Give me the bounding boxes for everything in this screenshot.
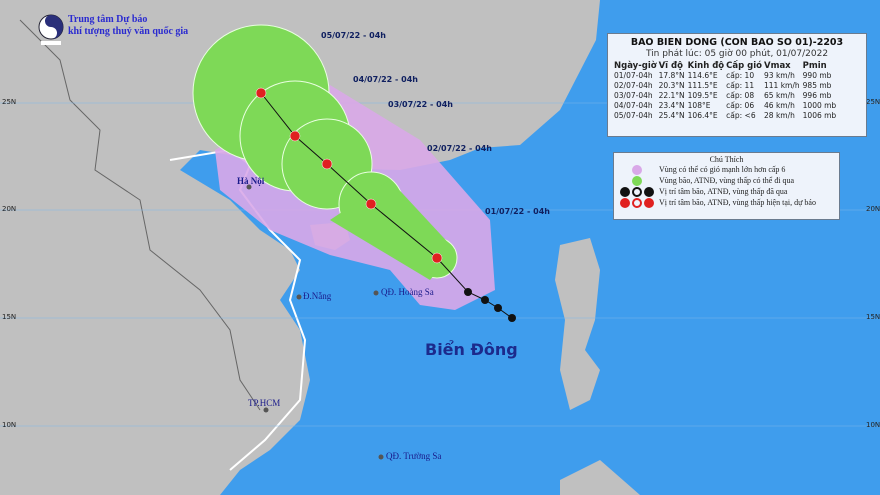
forecast-position-marker xyxy=(255,87,267,99)
table-cell: 65 km/h xyxy=(764,91,795,100)
table-row: 01/07-04h 17.8°N 114.6°E cấp: 10 93 km/h 990 … xyxy=(614,71,839,81)
lat-label-right: 10N xyxy=(866,421,880,429)
forecast-table: Ngày-giờ Vĩ độ Kinh độ Cấp gió Vmax Pmin… xyxy=(614,61,839,121)
col-header: Pmin xyxy=(802,61,827,71)
agency-logo: Trung tâm Dự báo khí tượng thuỷ văn quốc … xyxy=(38,14,188,46)
table-cell: 990 mb xyxy=(802,71,832,80)
table-cell: 17.8°N xyxy=(658,71,685,80)
lat-label-right: 15N xyxy=(866,313,880,321)
place-hoang-sa: QĐ. Hoàng Sa xyxy=(381,287,434,297)
date-label-02: 02/07/22 - 04h xyxy=(427,144,492,153)
date-label-03: 03/07/22 - 04h xyxy=(388,100,453,109)
table-cell: cấp: <6 xyxy=(726,111,756,120)
storm-info-panel: BAO BIEN DONG (CON BAO SO 01)-2203 Tin p… xyxy=(607,33,867,137)
purple-dot-icon xyxy=(631,164,642,175)
table-cell: 1006 mb xyxy=(802,111,837,120)
storm-title: BAO BIEN DONG (CON BAO SO 01)-2203 xyxy=(630,37,844,48)
lat-label-right: 20N xyxy=(866,205,880,213)
issued-time: Tin phát lúc: 05 giờ 00 phút, 01/07/2022 xyxy=(645,49,829,59)
date-label-05: 05/07/22 - 04h xyxy=(321,31,386,40)
table-cell: 985 mb xyxy=(802,81,832,90)
lat-label-left: 20N xyxy=(2,205,17,213)
past-position-marker xyxy=(508,314,516,322)
table-cell: 02/07-04h xyxy=(614,81,653,90)
land-north xyxy=(0,0,600,495)
table-cell: 46 km/h xyxy=(764,101,795,110)
lat-label-left: 25N xyxy=(2,98,17,106)
table-row: 02/07-04h 20.3°N 111.5°E cấp: 11 111 km/h 985… xyxy=(614,81,839,91)
table-cell: 28 km/h xyxy=(764,111,795,120)
table-cell: 106.4°E xyxy=(687,111,718,120)
past-storm-icons xyxy=(614,186,659,197)
land-borneo xyxy=(560,460,640,495)
col-header: Cấp gió xyxy=(726,61,763,71)
org-name-line1: Trung tâm Dự báo xyxy=(68,14,148,25)
lat-label-right: 25N xyxy=(866,98,880,106)
table-cell: 04/07-04h xyxy=(614,101,653,110)
legend-panel: Chú Thích Vùng có thể có gió mạnh lớn hơ… xyxy=(613,152,840,220)
current-position-marker xyxy=(431,252,443,264)
org-name-line2: khí tượng thuỷ văn quốc gia xyxy=(68,26,189,37)
table-header: Ngày-giờ Vĩ độ Kinh độ Cấp gió Vmax Pmin xyxy=(614,61,839,71)
date-label-04: 04/07/22 - 04h xyxy=(353,75,418,84)
date-label-01: 01/07/22 - 04h xyxy=(485,207,550,216)
legend-title: Chú Thích xyxy=(709,155,744,164)
col-header: Vmax xyxy=(764,61,791,71)
col-header: Ngày-giờ xyxy=(614,61,657,71)
table-row: 04/07-04h 23.4°N 108°E cấp: 06 46 km/h 1000 m… xyxy=(614,101,839,111)
table-row: 05/07-04h 25.4°N 106.4°E cấp: <6 28 km/h 1006… xyxy=(614,111,839,121)
storm-zone-cone xyxy=(330,180,455,280)
city-markers xyxy=(246,184,384,460)
place-truong-sa: QĐ. Trường Sa xyxy=(386,451,442,461)
table-cell: 111 km/h xyxy=(764,81,800,90)
past-position-marker xyxy=(494,304,502,312)
sea-name: Biển Đông xyxy=(425,340,518,359)
place-hcm: TP.HCM xyxy=(248,398,281,408)
table-cell: cấp: 06 xyxy=(726,101,755,110)
legend-item: Vùng bão, ATNĐ, vùng thấp có thể đi qua xyxy=(614,175,839,186)
table-cell: 93 km/h xyxy=(764,71,795,80)
table-cell: cấp: 11 xyxy=(726,81,755,90)
table-row: 03/07-04h 22.1°N 109.5°E cấp: 08 65 km/h 996 … xyxy=(614,91,839,101)
past-position-marker xyxy=(464,288,472,296)
place-hanoi: Hà Nội xyxy=(237,176,265,186)
table-cell: 1000 mb xyxy=(802,101,837,110)
forecast-position-marker xyxy=(365,198,377,210)
lat-label-left: 15N xyxy=(2,313,17,321)
forecast-position-marker xyxy=(289,130,301,142)
table-cell: 108°E xyxy=(687,101,711,110)
forecast-position-marker xyxy=(321,158,333,170)
table-cell: cấp: 10 xyxy=(726,71,755,80)
forecast-storm-icons xyxy=(614,197,659,208)
agency-emblem-icon xyxy=(38,14,64,45)
table-cell: 996 mb xyxy=(802,91,832,100)
place-danang: Đ.Nẵng xyxy=(303,291,332,301)
table-cell: 22.1°N xyxy=(658,91,685,100)
table-cell: 23.4°N xyxy=(658,101,685,110)
past-position-marker xyxy=(481,296,489,304)
lat-label-left: 10N xyxy=(2,421,17,429)
green-dot-icon xyxy=(631,175,642,186)
table-cell: cấp: 08 xyxy=(726,91,755,100)
table-cell: 25.4°N xyxy=(658,111,685,120)
table-cell: 03/07-04h xyxy=(614,91,653,100)
past-positions xyxy=(464,288,516,322)
legend-item: Vị trí tâm bão, ATNĐ, vùng thấp hiện tại… xyxy=(614,197,839,208)
table-cell: 20.3°N xyxy=(658,81,685,90)
table-cell: 114.6°E xyxy=(687,71,718,80)
col-header: Kinh độ xyxy=(687,61,725,71)
legend-item: Vị trí tâm bão, ATNĐ, vùng thấp đã qua xyxy=(614,186,839,197)
table-cell: 05/07-04h xyxy=(614,111,653,120)
table-cell: 01/07-04h xyxy=(614,71,653,80)
legend-item: Vùng có thể có gió mạnh lớn hơn cấp 6 xyxy=(614,164,839,175)
forecast-positions xyxy=(255,87,443,264)
table-cell: 109.5°E xyxy=(687,91,718,100)
border xyxy=(19,19,261,411)
land-luzon xyxy=(555,238,600,410)
table-cell: 111.5°E xyxy=(687,81,718,90)
col-header: Vĩ độ xyxy=(658,61,683,71)
